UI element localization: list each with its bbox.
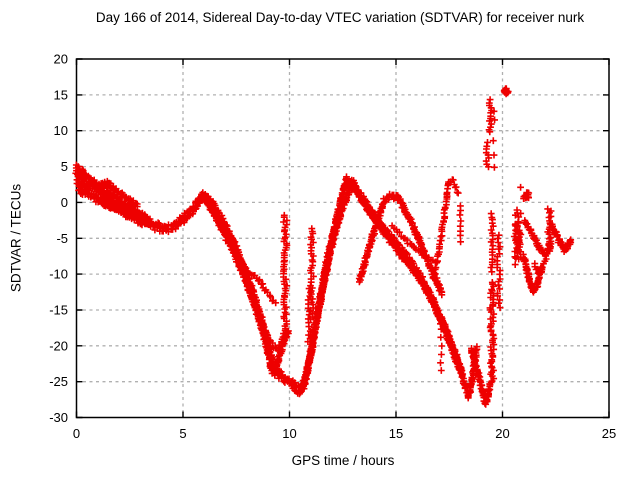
y-tick-label: -20 [49,338,68,353]
gridlines [76,59,609,418]
x-tick-label: 25 [602,426,616,441]
series-cluster-21.1h [520,189,533,202]
x-tick-label: 15 [389,426,403,441]
series-high-streak-14tec [485,96,495,136]
series-riser-streak-19.5h [486,279,498,386]
series-cluster-15.5tec [500,85,512,98]
y-tick-label: 15 [54,87,68,102]
series-arc-21-22h [521,217,555,260]
series-tail-23h [548,220,575,255]
series-rise-band [298,181,481,402]
y-tick-label: 20 [54,52,68,67]
series-streak-19.5h-upper [487,210,497,276]
tick-labels: 0 5 10 15 20 25 -30 -25 -20 -15 -10 -5 0 5 10 15 20 [49,52,616,442]
series-fill-21.7h [531,255,550,277]
y-tick-label: -15 [49,303,68,318]
x-tick-label: 5 [179,426,186,441]
x-axis-label: GPS time / hours [291,453,395,468]
plot-border [75,58,610,419]
x-tick-label: 0 [73,426,80,441]
x-tick-label: 20 [495,426,509,441]
x-tick-label: 10 [282,426,296,441]
y-tick-label: 5 [61,159,68,174]
series-streak-10.9h [304,285,314,346]
series-isolated-points [489,107,552,213]
y-tick-label: -30 [49,410,68,425]
series-descent-hook-2 [202,196,287,354]
series-streak-17.1h [437,317,446,374]
series-steep-riser-17h [429,176,462,282]
y-tick-label: -5 [56,231,68,246]
y-tick-label: 10 [54,123,68,138]
y-tick-label: -10 [49,267,68,282]
series-streak-18h [456,202,465,246]
data-markers [72,85,575,408]
y-tick-label: -25 [49,374,68,389]
series-streak-19.8h [493,231,504,312]
series-cluster-20.7h [510,206,525,268]
y-tick-label: 0 [61,195,68,210]
chart-title: Day 166 of 2014, Sidereal Day-to-day VTE… [95,10,585,25]
series-deep-min-19h [468,345,494,408]
series-streak-9.8h [280,211,291,337]
series-high-streak-8tec [482,139,493,171]
series-cross-strand [388,222,439,266]
